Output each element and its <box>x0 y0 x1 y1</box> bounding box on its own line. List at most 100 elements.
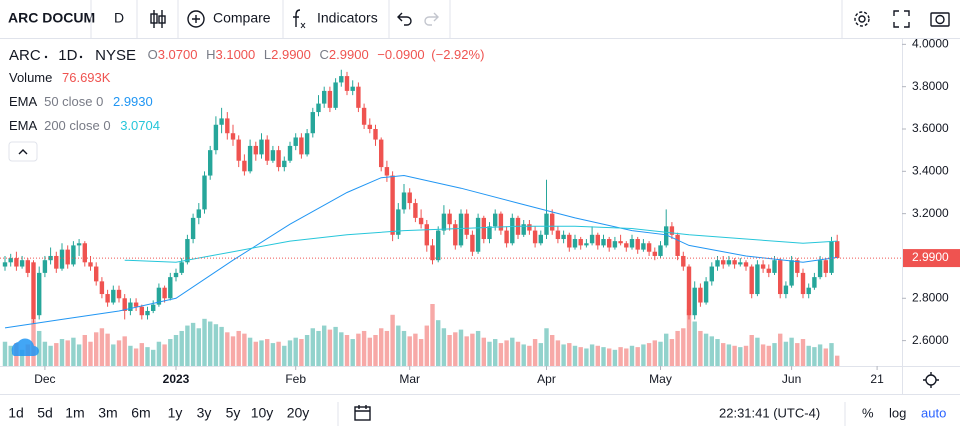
candle-body <box>561 234 566 240</box>
settings-button[interactable] <box>854 11 870 27</box>
logo-cloud <box>11 338 39 356</box>
axis-settings-button[interactable] <box>923 372 939 388</box>
candle-body <box>760 264 766 269</box>
volume-bar <box>19 349 25 366</box>
icon <box>187 10 205 28</box>
volume-bar <box>521 344 526 366</box>
ohlc-label: C <box>320 47 329 62</box>
volume-bar <box>635 347 640 366</box>
undo-button[interactable] <box>397 12 412 26</box>
fullscreen-button[interactable] <box>893 10 910 28</box>
volume-bar <box>721 343 726 366</box>
volume-bar <box>515 341 521 366</box>
volume-bar <box>812 347 817 366</box>
volume-bar <box>133 348 139 366</box>
range-button[interactable]: 3y <box>197 405 212 421</box>
volume-bar <box>470 333 475 366</box>
symbol-search[interactable]: ARC DOCUM <box>8 10 95 26</box>
interval-button[interactable]: D <box>114 10 124 26</box>
volume-bar <box>282 345 287 366</box>
candle-body <box>755 264 760 295</box>
volume-bar <box>732 345 737 366</box>
candle-body <box>287 145 293 161</box>
percent-toggle[interactable]: % <box>862 405 874 420</box>
volume-bar <box>185 325 190 366</box>
range-button[interactable]: 1y <box>168 405 183 421</box>
candle-body <box>208 150 213 176</box>
volume-bar <box>162 344 167 366</box>
volume-bar <box>418 339 424 366</box>
ohlc-label: L <box>264 47 271 62</box>
ema200-legend: EMA 200 close 0 3.0704 <box>9 118 160 133</box>
candle-body <box>168 277 173 299</box>
icon <box>18 149 28 155</box>
volume-bar <box>760 344 766 366</box>
volume-bar <box>122 336 127 366</box>
range-button[interactable]: 3m <box>98 405 117 421</box>
icon <box>923 372 939 388</box>
volume-bar <box>213 324 219 366</box>
candle-body <box>65 249 70 265</box>
y-tick-label: 4.0000 <box>912 37 949 51</box>
candle-body <box>584 243 589 246</box>
volume-bar <box>475 330 481 366</box>
candle-body <box>173 272 179 278</box>
range-button[interactable]: 1d <box>8 405 24 421</box>
chart-style-button[interactable] <box>150 10 166 28</box>
calendar-button[interactable] <box>354 405 371 421</box>
candle-body <box>88 262 93 267</box>
change: −0.0900 <box>377 47 424 62</box>
range-button[interactable]: 6m <box>131 405 150 421</box>
collapse-legend-button[interactable] <box>8 141 38 162</box>
candle-body <box>772 260 777 273</box>
volume-bar <box>612 349 618 366</box>
candle-body <box>162 287 167 299</box>
volume-bar <box>743 345 749 366</box>
candle-body <box>373 128 378 140</box>
ema-line <box>124 225 838 263</box>
indicators-button[interactable]: Indicators <box>293 9 378 29</box>
x-tick-label: Apr <box>537 372 556 386</box>
candle-body <box>356 86 361 108</box>
candle-body <box>441 213 447 231</box>
candle-body <box>607 239 612 248</box>
volume-bar <box>390 314 395 366</box>
candle-body <box>589 234 595 244</box>
volume-bar <box>555 340 561 366</box>
range-button[interactable]: 20y <box>287 405 310 421</box>
range-button[interactable]: 5y <box>226 405 241 421</box>
toolbar: ARC DOCUM D Compare Indicators <box>0 0 960 39</box>
volume-bar <box>510 337 515 366</box>
volume-bar <box>464 336 469 366</box>
volume-bar <box>327 329 333 366</box>
range-button[interactable]: 5d <box>37 405 53 421</box>
range-button[interactable]: 1m <box>65 405 84 421</box>
redo-button[interactable] <box>424 12 439 26</box>
volume-bar <box>219 326 224 366</box>
candle-body <box>766 268 771 273</box>
log-toggle[interactable]: log <box>889 405 906 420</box>
candle-body <box>327 90 333 108</box>
screenshot-button[interactable] <box>930 12 950 27</box>
candle-body <box>259 139 264 155</box>
candle-body <box>48 255 53 261</box>
volume-bar <box>618 347 623 366</box>
candle-body <box>367 124 372 129</box>
compare-button[interactable]: Compare <box>187 10 271 28</box>
candle-body <box>743 262 749 267</box>
candle-body <box>2 262 8 267</box>
range-button[interactable]: 10y <box>251 405 274 421</box>
candle-body <box>339 76 344 83</box>
volume-bar <box>458 329 464 366</box>
candle-body <box>447 213 452 225</box>
candle-body <box>253 145 258 155</box>
ohlc-value: 3.0700 <box>158 47 198 62</box>
volume-bar <box>242 333 247 366</box>
candle-body <box>82 243 87 263</box>
volume-bar <box>287 340 293 366</box>
volume-bar <box>709 336 714 366</box>
volume-bar <box>8 345 13 366</box>
last-price-label: 2.9900 <box>912 250 949 264</box>
candle-body <box>555 230 561 240</box>
auto-toggle[interactable]: auto <box>921 405 946 420</box>
